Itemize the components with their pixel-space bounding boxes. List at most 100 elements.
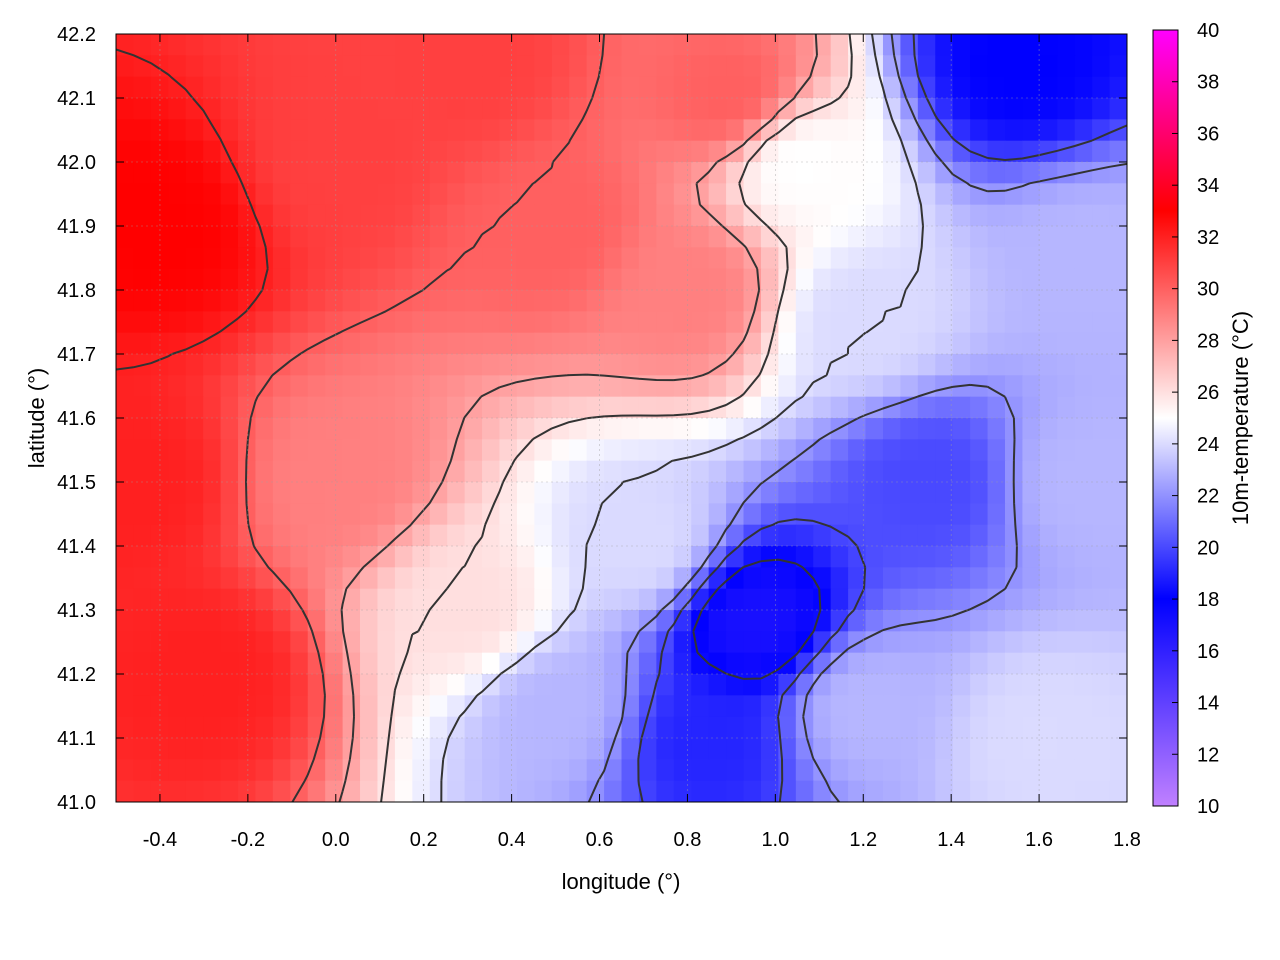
heatmap-cell [1057, 439, 1076, 462]
heatmap-cell [708, 610, 727, 632]
heatmap-cell [743, 674, 762, 696]
heatmap-cell [952, 162, 971, 184]
heatmap-cell [551, 716, 570, 739]
heatmap-cell [1057, 759, 1076, 782]
heatmap-cell [621, 290, 640, 312]
heatmap-cell [691, 588, 710, 611]
heatmap-cell [656, 460, 675, 483]
heatmap-cell [499, 716, 518, 739]
heatmap-cell [726, 204, 745, 227]
heatmap-cell [795, 332, 814, 355]
heatmap-cell [1004, 780, 1024, 802]
heatmap-cell [1092, 610, 1111, 632]
heatmap-cell [638, 162, 657, 184]
heatmap-cell [203, 439, 222, 462]
heatmap-cell [638, 183, 657, 206]
heatmap-cell [569, 396, 588, 419]
heatmap-cell [917, 290, 936, 312]
heatmap-cell [656, 162, 675, 184]
heatmap-cell [447, 631, 466, 654]
heatmap-cell [917, 738, 936, 760]
heatmap-cell [1074, 311, 1093, 334]
heatmap-cell [412, 311, 431, 334]
heatmap-cell [830, 695, 849, 718]
colorbar-tick-label: 22 [1197, 486, 1219, 508]
heatmap-cell [307, 631, 326, 654]
heatmap-cell [290, 247, 309, 270]
colorbar [1152, 29, 1179, 807]
heatmap-cell [900, 652, 919, 675]
heatmap-cell [830, 204, 849, 227]
heatmap-cell [412, 98, 431, 120]
heatmap-cell [865, 55, 884, 78]
heatmap-cell [1074, 76, 1093, 99]
heatmap-cell [412, 204, 431, 227]
heatmap-cell [1057, 119, 1076, 142]
heatmap-cell [325, 631, 344, 654]
heatmap-cell [621, 610, 640, 632]
heatmap-cell [569, 631, 588, 654]
heatmap-cell [551, 247, 570, 270]
heatmap-cell [394, 780, 413, 802]
heatmap-cell [778, 119, 797, 142]
heatmap-cell [760, 162, 779, 184]
heatmap-cell [638, 226, 657, 248]
heatmap-cell [1057, 76, 1076, 99]
heatmap-cell [464, 503, 483, 526]
heatmap-cell [1092, 546, 1111, 568]
heatmap-cell [900, 183, 919, 206]
y-axis-ticks: 41.041.141.241.341.441.541.641.741.841.9… [57, 24, 1127, 814]
heatmap-cell [1109, 55, 1127, 78]
heatmap-cell [569, 98, 588, 120]
heatmap-cell [290, 482, 309, 504]
heatmap-cell [760, 567, 779, 590]
heatmap-cell [848, 738, 867, 760]
heatmap-cell [882, 162, 901, 184]
heatmap-cell [255, 652, 274, 675]
heatmap-cell [394, 354, 413, 376]
heatmap-cell [185, 226, 204, 248]
heatmap-cell [325, 140, 344, 163]
heatmap-cell [482, 183, 501, 206]
heatmap-cell [830, 226, 849, 248]
heatmap-cell [970, 332, 989, 355]
heatmap-cell [621, 162, 640, 184]
heatmap-cell [848, 780, 867, 802]
colorbar-tick-label: 10 [1197, 796, 1219, 818]
heatmap-cell [1022, 55, 1041, 78]
heatmap-cell [970, 524, 989, 547]
heatmap-cell [360, 55, 379, 78]
heatmap-cell [342, 55, 361, 78]
heatmap-cell [534, 375, 553, 398]
heatmap-cell [952, 268, 971, 291]
heatmap-cell [360, 354, 379, 376]
heatmap-cell [865, 567, 884, 590]
heatmap-cell [778, 780, 797, 802]
heatmap-cell [1057, 695, 1076, 718]
heatmap-cell [987, 55, 1006, 78]
heatmap-cell [307, 119, 326, 142]
heatmap-cell [621, 332, 640, 355]
heatmap-cell [307, 140, 326, 163]
heatmap-cell [255, 34, 274, 56]
heatmap-cell [185, 738, 204, 760]
heatmap-cell [325, 375, 344, 398]
heatmap-cell [970, 311, 989, 334]
heatmap-cell [656, 610, 675, 632]
heatmap-cell [429, 482, 448, 504]
heatmap-cell [220, 76, 239, 99]
heatmap-cell [970, 162, 989, 184]
heatmap-cell [150, 652, 169, 675]
heatmap-cell [795, 119, 814, 142]
heatmap-cell [691, 226, 710, 248]
heatmap-cell [447, 546, 466, 568]
heatmap-cell [447, 34, 466, 56]
heatmap-cell [1074, 695, 1093, 718]
heatmap-cell [272, 695, 291, 718]
heatmap-cell [743, 652, 762, 675]
heatmap-cell [203, 738, 222, 760]
heatmap-cell [464, 183, 483, 206]
heatmap-cell [1092, 716, 1111, 739]
heatmap-cell [360, 652, 379, 675]
heatmap-cell [987, 311, 1006, 334]
